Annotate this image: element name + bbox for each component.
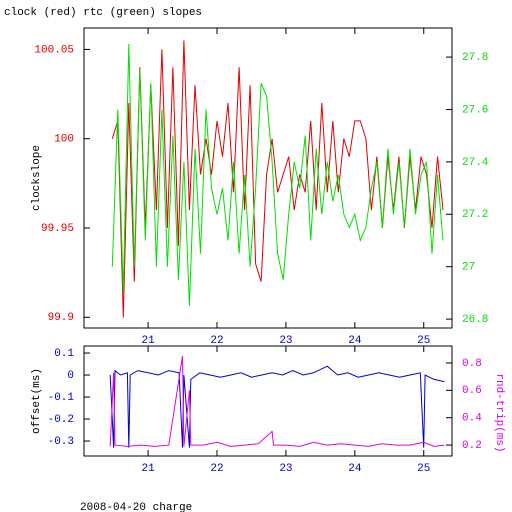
x-tick-label: 24 (348, 463, 362, 475)
y2-tick-label: 0.4 (462, 413, 482, 425)
plot-frame (83, 27, 453, 329)
y-tick-label: 100 (54, 134, 74, 146)
y2-tick-label: 27.6 (462, 104, 488, 116)
x-tick-label: 22 (210, 335, 223, 347)
series-line (109, 356, 445, 447)
y-axis-label: offset(ms) (31, 368, 43, 434)
y2-tick-label: 26.8 (462, 314, 488, 326)
footer: 2008-04-20 charge (80, 502, 192, 512)
x-tick-label: 25 (417, 335, 430, 347)
x-tick-label: 21 (141, 335, 155, 347)
plot-frame (83, 345, 453, 457)
y-tick-label: -0.2 (48, 414, 74, 426)
y-tick-label: -0.1 (48, 392, 75, 404)
y-tick-label: 99.9 (48, 312, 74, 324)
x-tick-label: 24 (348, 335, 362, 347)
y-axis-label: clockslope (31, 145, 43, 211)
x-tick-label: 25 (417, 463, 430, 475)
x-tick-label: 23 (279, 463, 292, 475)
y2-tick-label: 27.2 (462, 209, 488, 221)
series-line (111, 40, 444, 318)
y-tick-label: -0.3 (48, 436, 74, 448)
y2-tick-label: 0.8 (462, 358, 482, 370)
y-tick-label: 0.1 (54, 348, 74, 360)
y2-tick-label: 27.4 (462, 157, 489, 169)
y2-tick-label: 0.2 (462, 440, 482, 452)
chart-title: clock (red) rtc (green) slopes (4, 7, 202, 19)
series-line (109, 365, 445, 448)
series-line (111, 43, 444, 307)
x-tick-label: 21 (141, 463, 155, 475)
x-tick-label: 23 (279, 335, 292, 347)
y2-axis-label: rnd-trip(ms) (493, 373, 505, 452)
y-tick-label: 0 (67, 370, 74, 382)
x-tick-label: 22 (210, 463, 223, 475)
y2-tick-label: 27 (462, 262, 475, 274)
y-tick-label: 99.95 (41, 223, 74, 235)
y-tick-label: 100.05 (34, 44, 74, 56)
y2-tick-label: 27.8 (462, 52, 488, 64)
y2-tick-label: 0.6 (462, 385, 482, 397)
